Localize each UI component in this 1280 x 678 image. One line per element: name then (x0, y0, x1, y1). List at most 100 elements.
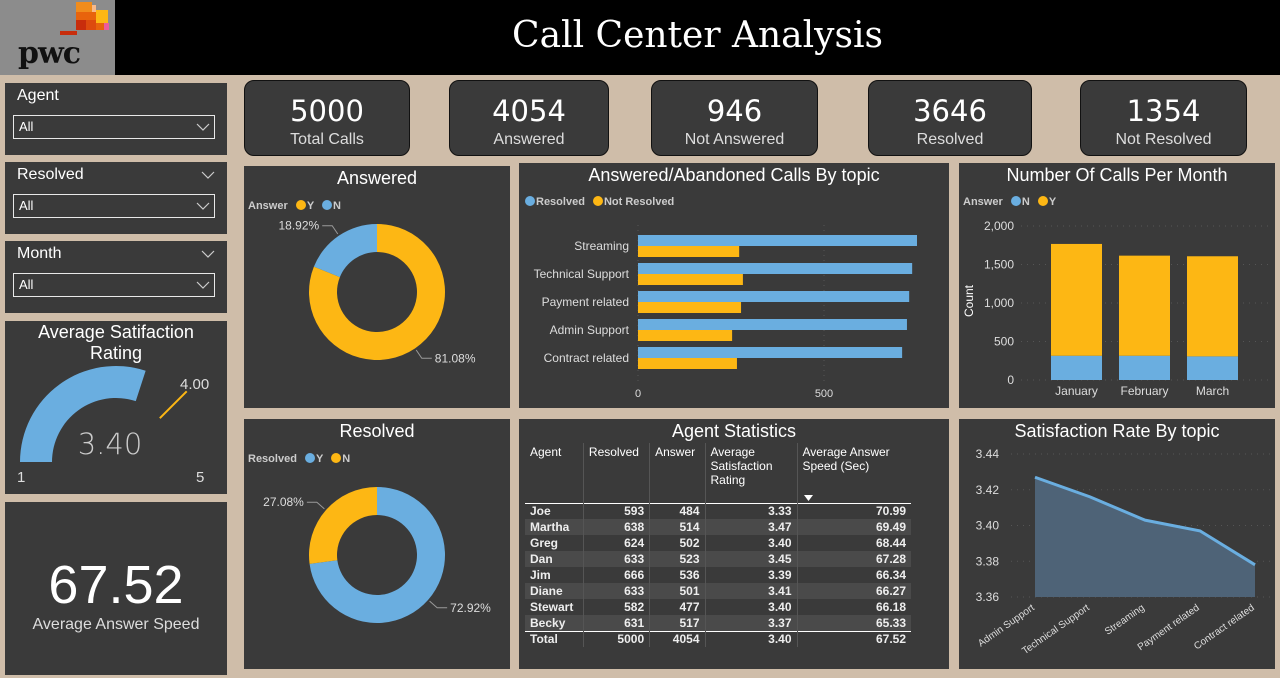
y-category-label: Contract related (544, 351, 629, 365)
agent-dropdown-value: All (19, 119, 34, 134)
gauge-target-label: 4.00 (180, 376, 210, 393)
bar-resolved (638, 263, 913, 274)
table-cell-answer: 4054 (649, 630, 705, 647)
donut-leader-line (429, 600, 448, 609)
table-cell-satisfaction: 3.39 (704, 567, 797, 583)
agent-statistics-title: Agent Statistics (671, 421, 797, 441)
legend-item-y[interactable]: Y (1048, 196, 1057, 208)
bar-resolved (638, 347, 903, 358)
donut-data-label: 81.08% (435, 351, 476, 365)
legend-dot-not-resolved (592, 196, 603, 206)
legend-dot-y (304, 453, 315, 463)
y-category-label: Streaming (574, 239, 629, 253)
slicer-collapse-chevron-icon[interactable] (201, 170, 215, 180)
table-row[interactable]: Stewart 582 477 3.40 66.18 (525, 599, 911, 615)
month-slicer: Month All (5, 241, 227, 313)
resolved-dropdown[interactable]: All (13, 194, 215, 218)
legend-dot-y (1037, 196, 1048, 206)
table-cell-answer: 523 (649, 551, 705, 567)
table-cell-speed: 66.27 (796, 583, 911, 599)
header-bar (0, 0, 1280, 75)
legend-dot-y (295, 200, 306, 210)
legend-item-resolved[interactable]: Resolved (536, 196, 585, 208)
table-row[interactable]: Martha 638 514 3.47 69.49 (525, 519, 911, 535)
table-cell-resolved: 631 (582, 615, 650, 631)
legend-dot-n (331, 453, 342, 463)
legend-item-y[interactable]: Y (315, 453, 324, 465)
agent-dropdown[interactable]: All (13, 115, 215, 139)
resolved-slicer-label: Resolved (17, 166, 84, 183)
table-total-row[interactable]: Total 5000 4054 3.40 67.52 (525, 630, 911, 647)
table-cell-agent: Dan (525, 551, 584, 567)
table-row[interactable]: Jim 666 536 3.39 66.34 (525, 567, 911, 583)
kpi-total-calls: 5000 Total Calls (244, 80, 410, 156)
donut-data-label: 18.92% (278, 219, 319, 233)
gauge-min-label: 1 (17, 469, 26, 486)
donut-leader-line (322, 225, 339, 235)
gauge-value: 3.40 (77, 427, 143, 461)
table-row[interactable]: Becky 631 517 3.37 65.33 (525, 615, 911, 631)
donut-data-label: 72.92% (450, 601, 491, 615)
table-cell-agent: Total (525, 630, 584, 647)
col-header-resolved[interactable]: Resolved (582, 443, 650, 503)
table-row[interactable]: Joe 593 484 3.33 70.99 (525, 503, 911, 519)
legend-item-not-resolved[interactable]: Not Resolved (603, 196, 675, 208)
x-tick-label: 0 (635, 388, 641, 400)
table-row[interactable]: Dan 633 523 3.45 67.28 (525, 551, 911, 567)
table-row[interactable]: Greg 624 502 3.40 68.44 (525, 535, 911, 551)
y-tick-label: 2,000 (984, 219, 1014, 233)
legend-dot-n (322, 200, 333, 210)
y-category-label: Technical Support (534, 267, 630, 281)
legend-dot-n (1010, 196, 1021, 206)
area-fill (1035, 477, 1255, 597)
x-category-label: February (1120, 384, 1168, 398)
bar-resolved (638, 319, 907, 330)
col-header-avg-speed[interactable]: Average Answer Speed (Sec) (796, 443, 911, 503)
kpi-label: Total Calls (290, 131, 364, 148)
table-row[interactable]: Diane 633 501 3.41 66.27 (525, 583, 911, 599)
legend-dot-resolved (525, 196, 535, 206)
bar-not-resolved (638, 302, 742, 313)
kpi-label: Answered (493, 131, 565, 148)
table-cell-agent: Martha (525, 519, 584, 535)
gauge-title: Average Satifaction Rating (5, 322, 227, 364)
kpi-label: Not Resolved (1115, 131, 1212, 148)
table-cell-answer: 501 (649, 583, 705, 599)
satisfaction-gauge-card: Average Satifaction Rating 3.40 1 5 4.00 (5, 321, 227, 494)
kpi-value: 3646 (913, 94, 987, 128)
avg-speed-label: Average Answer Speed (32, 616, 200, 633)
bar-not-resolved (638, 246, 740, 257)
table-cell-resolved: 633 (582, 583, 650, 599)
table-cell-agent: Diane (525, 583, 584, 599)
legend-item-n[interactable]: N (1021, 196, 1030, 208)
bar-not-resolved (638, 274, 743, 285)
donut-slice-y (309, 224, 445, 360)
x-category-label: March (1196, 384, 1229, 398)
x-category-label: Streaming (1103, 602, 1147, 637)
slicer-collapse-chevron-icon[interactable] (201, 249, 215, 259)
bar-segment-n (1119, 355, 1170, 380)
table-cell-agent: Greg (530, 536, 559, 550)
col-header-agent[interactable]: Agent (530, 445, 562, 459)
kpi-value: 5000 (290, 94, 364, 128)
avg-speed-value: 67.52 (48, 555, 184, 615)
answered-donut-title: Answered (336, 168, 418, 188)
month-dropdown[interactable]: All (13, 273, 215, 297)
table-cell-speed: 66.34 (796, 567, 911, 583)
col-header-answer[interactable]: Answer (649, 443, 705, 503)
y-tick-label: 1,000 (984, 296, 1014, 310)
table-cell-satisfaction: 3.41 (704, 583, 797, 599)
legend-item-y[interactable]: Y (306, 200, 314, 212)
legend-item-n[interactable]: N (342, 453, 351, 465)
col-header-avg-satisfaction[interactable]: Average Satisfaction Rating (704, 443, 797, 503)
resolved-donut-card: Resolved Resolved Y N 72.92% 27.08% (244, 419, 510, 669)
gauge-chart (20, 366, 188, 462)
x-category-label: January (1055, 384, 1098, 398)
col-header-avg-speed-label: Average Answer Speed (Sec) (802, 445, 890, 473)
table-cell-resolved: 666 (582, 567, 650, 583)
table-cell-speed: 66.18 (796, 599, 911, 615)
table-cell-resolved: 633 (582, 551, 650, 567)
legend-item-n[interactable]: N (333, 200, 341, 212)
satisfaction-by-topic-title: Satisfaction Rate By topic (1014, 421, 1220, 441)
table-cell-satisfaction: 3.47 (704, 519, 797, 535)
